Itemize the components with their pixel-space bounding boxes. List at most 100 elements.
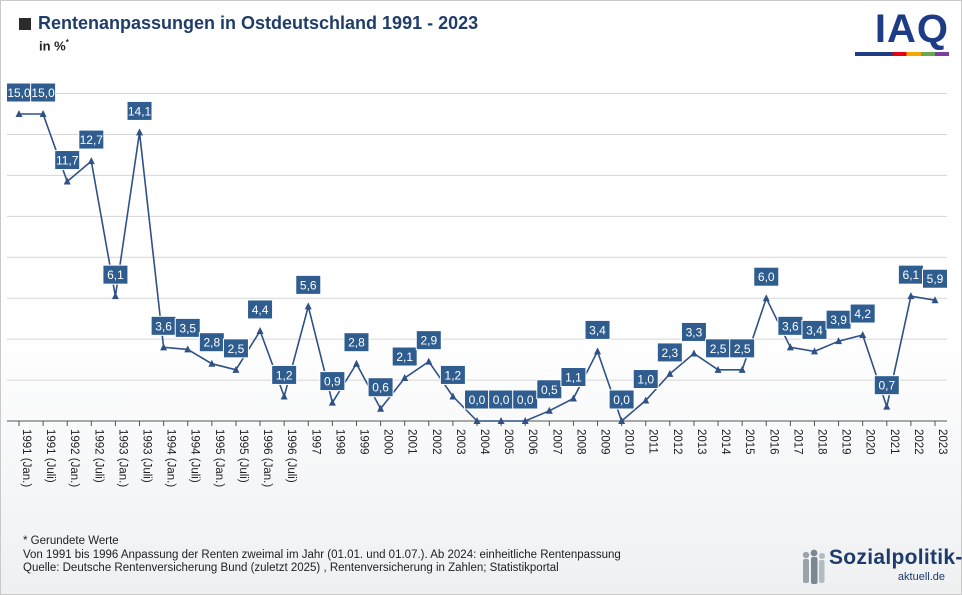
line-chart: 1991 (Jan.) 1991 (Juli) 1992 (Jan.) 1992 (J… — [6, 82, 948, 487]
x-tick-label: 2006 — [526, 429, 538, 455]
data-label-text: 2,8 — [348, 336, 365, 350]
data-point — [377, 404, 385, 412]
data-label-box — [391, 346, 418, 367]
data-point — [401, 374, 409, 382]
data-point — [859, 331, 867, 339]
data-point — [545, 406, 553, 414]
data-label: 5,9 — [922, 268, 948, 289]
data-label-box — [126, 100, 153, 121]
x-tick-label: 2013 — [695, 429, 707, 455]
data-label: 3,5 — [174, 317, 201, 338]
data-label: 15,0 — [30, 82, 57, 103]
data-labels: 15,0 15,0 11,712,7 6,1 14,1 3,6 3,5 2,8 2,5 4,4 1,… — [6, 82, 948, 410]
x-tick-label: 1994 (Jan.) — [165, 429, 177, 487]
x-tick-label: 2005 — [502, 429, 514, 455]
data-point — [184, 345, 192, 353]
data-label-text: 14,1 — [128, 104, 152, 118]
data-point — [473, 417, 481, 424]
x-tick-label: 2020 — [864, 429, 876, 455]
data-label: 1,2 — [439, 364, 466, 385]
data-label: 1,2 — [271, 364, 298, 385]
data-point — [15, 110, 23, 117]
iaq-logo-text: IAQ — [874, 7, 949, 51]
sozialpolitik-logo-name: Sozialpolitik- — [829, 546, 962, 569]
x-tick-label: 1996 (Juli) — [285, 429, 297, 483]
data-label: 0,9 — [319, 371, 346, 392]
data-label: 0,0 — [488, 389, 515, 410]
data-point — [497, 417, 505, 424]
data-point — [232, 365, 240, 373]
sozialpolitik-logo: Sozialpolitik- aktuell.de — [799, 546, 962, 588]
data-label: 1,0 — [632, 369, 659, 390]
data-label-text: 0,5 — [541, 383, 558, 397]
data-label-text: 2,3 — [661, 346, 678, 360]
x-tick-label: 1991 (Jan.) — [20, 429, 32, 487]
x-tick-label: 2014 — [719, 429, 731, 455]
data-point — [690, 349, 698, 357]
x-tick-label: 2011 — [647, 429, 659, 454]
data-label: 3,4 — [584, 319, 611, 340]
data-point — [594, 347, 602, 355]
x-tick-label: 1995 (Juli) — [237, 429, 249, 483]
data-label-text: 0,0 — [493, 393, 510, 407]
data-label-box — [656, 342, 683, 363]
data-point — [666, 369, 674, 377]
data-point — [618, 417, 626, 424]
data-point — [425, 357, 433, 365]
x-tick-label: 1991 (Juli) — [44, 429, 56, 483]
data-label-text: 0,6 — [372, 381, 389, 395]
data-label: 15,0 — [6, 82, 32, 103]
x-tick-label: 1997 — [309, 429, 321, 455]
data-label: 6,1 — [897, 264, 924, 285]
data-point — [521, 417, 529, 424]
data-label-box — [608, 389, 635, 410]
x-tick-label: 2015 — [743, 429, 755, 455]
data-point — [786, 343, 794, 351]
data-label: 3,3 — [680, 321, 707, 342]
data-label: 2,1 — [391, 346, 418, 367]
title-row: Rentenanpassungen in Ostdeutschland 1991… — [19, 13, 478, 34]
series-line — [19, 113, 936, 423]
data-label-box — [536, 379, 563, 400]
data-point — [835, 337, 843, 345]
data-label-text: 3,5 — [179, 321, 196, 335]
x-tick-label: 2018 — [815, 429, 827, 455]
x-tick-label: 2000 — [382, 429, 394, 455]
title-bullet-icon — [19, 17, 31, 30]
data-point — [87, 157, 95, 165]
x-tick-label: 2019 — [840, 429, 852, 455]
data-label-text: 1,2 — [445, 368, 462, 382]
data-point — [280, 392, 288, 400]
data-label-box — [319, 371, 346, 392]
data-label-box — [584, 319, 611, 340]
subtitle-text: in % — [39, 38, 66, 54]
data-label-box — [560, 366, 587, 387]
data-label: 5,6 — [295, 274, 322, 295]
x-tick-label: 2007 — [550, 429, 562, 455]
data-label-box — [174, 317, 201, 338]
data-label-box — [512, 389, 539, 410]
data-label: 3,4 — [801, 319, 828, 340]
grid-lines — [7, 93, 947, 381]
data-label-text: 2,5 — [734, 342, 751, 356]
data-label-text: 3,4 — [806, 323, 823, 337]
data-label-text: 0,9 — [324, 375, 341, 389]
data-label-text: 0,7 — [878, 379, 895, 393]
data-label: 6,0 — [753, 266, 780, 287]
x-tick-label: 1993 (Juli) — [141, 429, 153, 483]
footer: * Gerundete Werte Von 1991 bis 1996 Anpa… — [23, 535, 621, 576]
data-label-box — [222, 338, 249, 359]
data-label-box — [30, 82, 57, 103]
data-label-box — [271, 364, 298, 385]
data-label: 0,0 — [512, 389, 539, 410]
subtitle-footnote-mark: * — [65, 38, 69, 47]
data-label-box — [873, 375, 900, 396]
data-label-text: 3,3 — [686, 325, 703, 339]
data-label-text: 2,1 — [396, 350, 413, 364]
data-label-text: 15,0 — [7, 86, 31, 100]
data-label-box — [54, 150, 81, 171]
x-tick-label: 2021 — [888, 429, 900, 455]
footer-source: Quelle: Deutsche Rentenversicherung Bund… — [23, 562, 559, 574]
data-point — [304, 302, 312, 310]
data-label: 14,1 — [126, 100, 153, 121]
